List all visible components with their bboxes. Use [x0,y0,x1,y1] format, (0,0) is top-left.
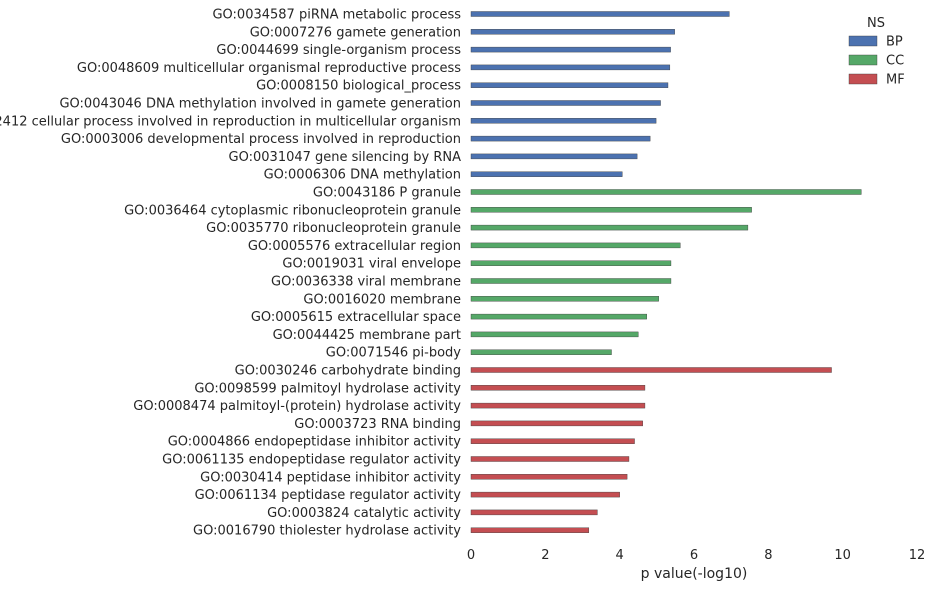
bar-bp [470,11,730,17]
category-label: GO:0008474 palmitoyl-(protein) hydrolase… [133,399,461,414]
category-label: GO:0035770 ribonucleoprotein granule [206,221,461,236]
category-label: GO:0098599 palmitoyl hydrolase activity [194,381,461,396]
bar-bp [470,46,671,53]
bar-mf [470,509,598,516]
x-tick-label: 10 [834,548,851,563]
bar-mf [470,385,646,391]
category-label: GO:0022412 cellular process involved in … [0,114,461,129]
legend-label: BP [886,35,903,50]
bar-mf [470,491,620,498]
x-axis-ticks: 0 2 4 6 8 10 12 [467,548,925,563]
bar-bp [470,135,651,142]
category-label: GO:0003723 RNA binding [294,417,461,432]
category-label: GO:0008150 biological_process [256,79,461,94]
bar-cc [470,189,862,195]
bar-cc [470,242,681,249]
bar-mf [470,527,590,533]
bar-bp [470,82,669,88]
bar-cc [470,224,749,231]
category-labels: GO:0034587 piRNA metabolic process GO:000… [0,8,461,539]
legend-title: NS [867,16,885,31]
bar-cc [470,207,752,213]
category-label: GO:0034587 piRNA metabolic process [212,8,461,23]
category-label: GO:0019031 viral envelope [282,257,461,272]
category-label: GO:0003824 catalytic activity [267,506,461,521]
x-axis-label: p value(-log10) [641,566,748,582]
legend-swatch [848,35,878,47]
category-label: GO:0016790 thiolester hydrolase activity [193,524,461,539]
legend-items: BP CC MF [848,35,905,88]
category-label: GO:0061135 endopeptidase regulator activ… [162,453,461,468]
category-label: GO:0044699 single-organism process [216,43,461,58]
category-label: GO:0030246 carbohydrate binding [235,364,461,379]
category-label: GO:0005576 extracellular region [248,239,461,254]
bar-cc [470,313,648,320]
x-tick-label: 6 [690,548,698,563]
category-label: GO:0036464 cytoplasmic ribonucleoprotein… [124,203,461,218]
category-label: GO:0048609 multicellular organismal repr… [77,61,461,76]
bar-cc [470,260,672,266]
bar-mf [470,438,635,444]
x-tick-label: 4 [616,548,624,563]
bar-bp [470,153,638,160]
legend-swatch [848,73,878,85]
category-label: GO:0005615 extracellular space [251,310,461,325]
bar-mf [470,420,643,427]
bar-bp [470,64,671,71]
category-label: GO:0003006 developmental process involve… [61,132,461,147]
legend-label: CC [886,54,904,69]
bar-bp [470,118,657,124]
category-label: GO:0016020 membrane [303,292,461,307]
bar-mf [470,474,628,480]
bar-cc [470,296,659,302]
bar-bp [470,171,623,177]
x-tick-label: 8 [764,548,772,563]
category-label: GO:0061134 peptidase regulator activity [195,488,462,503]
category-label: GO:0006306 DNA methylation [264,168,461,183]
category-label: GO:0043046 DNA methylation involved in g… [59,97,461,112]
bar-mf [470,402,646,409]
category-label: GO:0036338 viral membrane [271,275,461,290]
category-label: GO:0071546 pi-body [326,346,461,361]
legend: NS BP CC MF [848,16,905,88]
bar-cc [470,349,612,355]
category-label: GO:0004866 endopeptidase inhibitor activ… [168,435,462,450]
legend-swatch [848,54,878,66]
x-tick-label: 0 [467,548,475,563]
bars [470,11,862,533]
bar-mf [470,367,832,373]
bar-mf [470,456,630,462]
bar-bp [470,100,661,106]
x-tick-label: 12 [909,548,926,563]
category-label: GO:0030414 peptidase inhibitor activity [200,470,461,485]
bar-cc [470,278,672,284]
x-tick-label: 2 [541,548,549,563]
bar-bp [470,29,675,35]
legend-label: MF [886,73,905,88]
category-label: GO:0007276 gamete generation [250,25,461,40]
category-label: GO:0043186 P granule [313,186,461,201]
category-label: GO:0044425 membrane part [273,328,461,343]
bar-cc [470,331,639,338]
category-label: GO:0031047 gene silencing by RNA [229,150,462,165]
